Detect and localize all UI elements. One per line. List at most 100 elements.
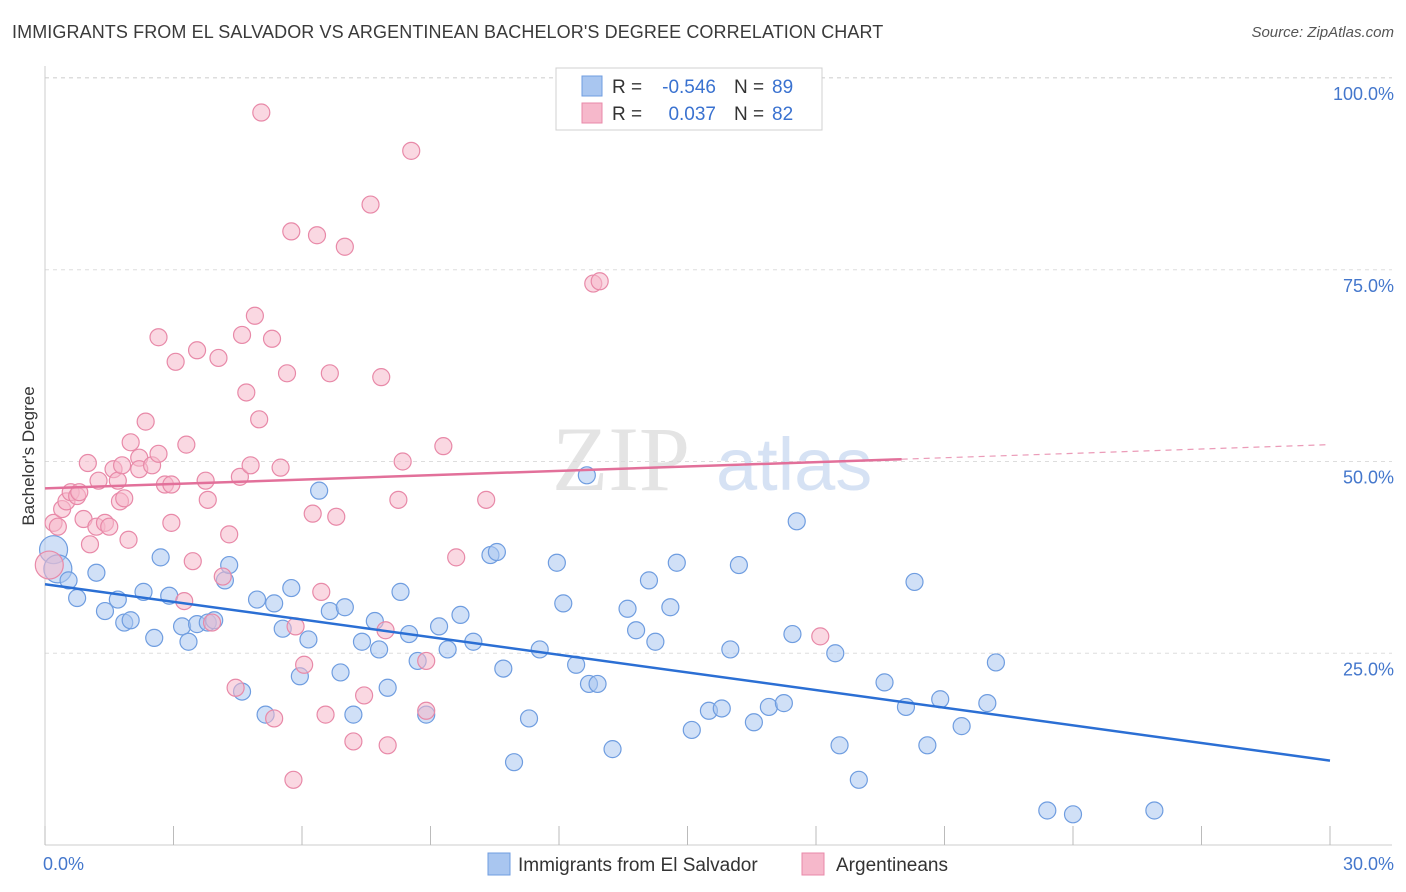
point-pink-46: [241, 456, 260, 475]
point-pink-33: [177, 435, 196, 454]
point-pink-42: [226, 678, 245, 697]
legend-n-label-blue: N =: [734, 77, 764, 98]
point-blue-79: [905, 572, 924, 592]
point-pink-50: [262, 329, 282, 348]
point-pink-18: [112, 456, 132, 475]
y-tick-label-100: 100.0%: [1333, 84, 1394, 104]
point-blue-32: [344, 705, 363, 724]
point-blue-87: [1145, 801, 1164, 820]
point-pink-58: [303, 504, 322, 523]
x-tick-label-min: 0.0%: [43, 854, 84, 874]
point-pink-37: [198, 490, 217, 509]
point-blue-5: [95, 601, 115, 621]
point-blue-85: [1038, 801, 1057, 820]
series-argentineans-points: [34, 103, 830, 789]
point-pink-19: [115, 489, 134, 508]
point-pink-47: [245, 306, 264, 325]
point-blue-62: [661, 598, 680, 617]
point-blue-84: [986, 653, 1006, 672]
point-blue-80: [918, 736, 937, 755]
point-pink-66: [355, 686, 374, 705]
trendline-blue: [44, 582, 1331, 762]
point-blue-33: [352, 632, 372, 651]
point-blue-58: [618, 599, 637, 618]
point-pink-76: [434, 437, 453, 456]
bottom-legend-swatch-blue: [487, 852, 511, 876]
chart-title: IMMIGRANTS FROM EL SALVADOR VS ARGENTINE…: [12, 22, 884, 42]
point-pink-38: [202, 613, 222, 632]
point-pink-67: [361, 195, 380, 214]
legend-n-value-pink: 82: [772, 104, 793, 125]
point-blue-4: [87, 563, 106, 582]
point-blue-21: [247, 590, 267, 609]
point-blue-47: [494, 659, 513, 678]
point-blue-59: [626, 621, 646, 640]
point-blue-76: [849, 770, 868, 789]
point-pink-51: [265, 709, 284, 728]
point-pink-68: [372, 368, 391, 387]
point-blue-3: [68, 588, 87, 608]
point-pink-81: [811, 627, 830, 646]
point-blue-70: [759, 697, 778, 717]
point-pink-44: [232, 325, 252, 345]
y-tick-label-75: 75.0%: [1343, 276, 1394, 296]
point-pink-78: [477, 490, 496, 509]
bottom-legend-label-blue: Immigrants from El Salvador: [518, 855, 758, 876]
point-blue-25: [282, 578, 301, 598]
legend-r-value-pink: 0.037: [668, 104, 716, 125]
point-blue-83: [978, 694, 997, 713]
point-pink-14: [100, 517, 119, 536]
point-pink-29: [162, 513, 181, 532]
trendlines: [44, 444, 1331, 762]
bottom-legend-swatch-pink: [801, 852, 825, 876]
point-pink-41: [220, 525, 239, 544]
point-pink-62: [320, 364, 339, 383]
point-blue-35: [370, 640, 389, 659]
point-blue-42: [438, 640, 457, 659]
point-pink-61: [316, 705, 335, 724]
tick-labels: 25.0% 50.0% 75.0% 100.0% 0.0% 30.0%: [43, 84, 1394, 874]
point-pink-75: [417, 701, 436, 720]
point-blue-50: [530, 640, 549, 659]
point-pink-26: [149, 444, 168, 463]
bottom-legend-label-pink: Argentineans: [836, 855, 948, 876]
point-blue-71: [774, 694, 793, 713]
point-blue-11: [151, 548, 170, 567]
point-blue-27: [299, 630, 318, 649]
legend-r-value-blue: -0.546: [662, 77, 716, 98]
point-blue-82: [952, 717, 971, 736]
axes: [44, 66, 1392, 846]
point-blue-52: [554, 594, 573, 613]
point-blue-77: [875, 673, 894, 692]
point-pink-35: [187, 341, 207, 360]
point-pink-39: [209, 348, 228, 368]
point-pink-71: [389, 490, 408, 509]
point-pink-57: [295, 655, 314, 674]
point-blue-29: [320, 601, 339, 621]
legend-r-label-blue: R =: [612, 77, 642, 98]
point-blue-86: [1063, 805, 1083, 824]
top-legend: R = -0.546 N = 89 R = 0.037 N = 82: [555, 67, 823, 131]
point-blue-60: [639, 571, 659, 590]
point-blue-57: [603, 740, 622, 759]
point-blue-48: [504, 753, 524, 772]
point-blue-8: [121, 611, 140, 630]
legend-swatch-pink: [581, 102, 603, 124]
point-pink-54: [282, 222, 301, 241]
trendline-pink-solid: [44, 457, 902, 490]
trendline-pink-dashed: [901, 444, 1331, 460]
point-blue-66: [712, 699, 731, 718]
point-pink-70: [378, 736, 397, 755]
point-blue-30: [331, 663, 350, 682]
point-pink-80: [590, 272, 609, 291]
point-pink-74: [417, 651, 436, 671]
point-pink-52: [271, 458, 290, 477]
point-blue-28: [310, 481, 329, 500]
point-pink-72: [393, 452, 412, 471]
point-pink-27: [149, 328, 168, 347]
y-tick-label-25: 25.0%: [1343, 659, 1394, 679]
point-blue-72: [783, 624, 802, 644]
point-pink-12: [89, 471, 108, 490]
point-pink-20: [119, 530, 138, 549]
